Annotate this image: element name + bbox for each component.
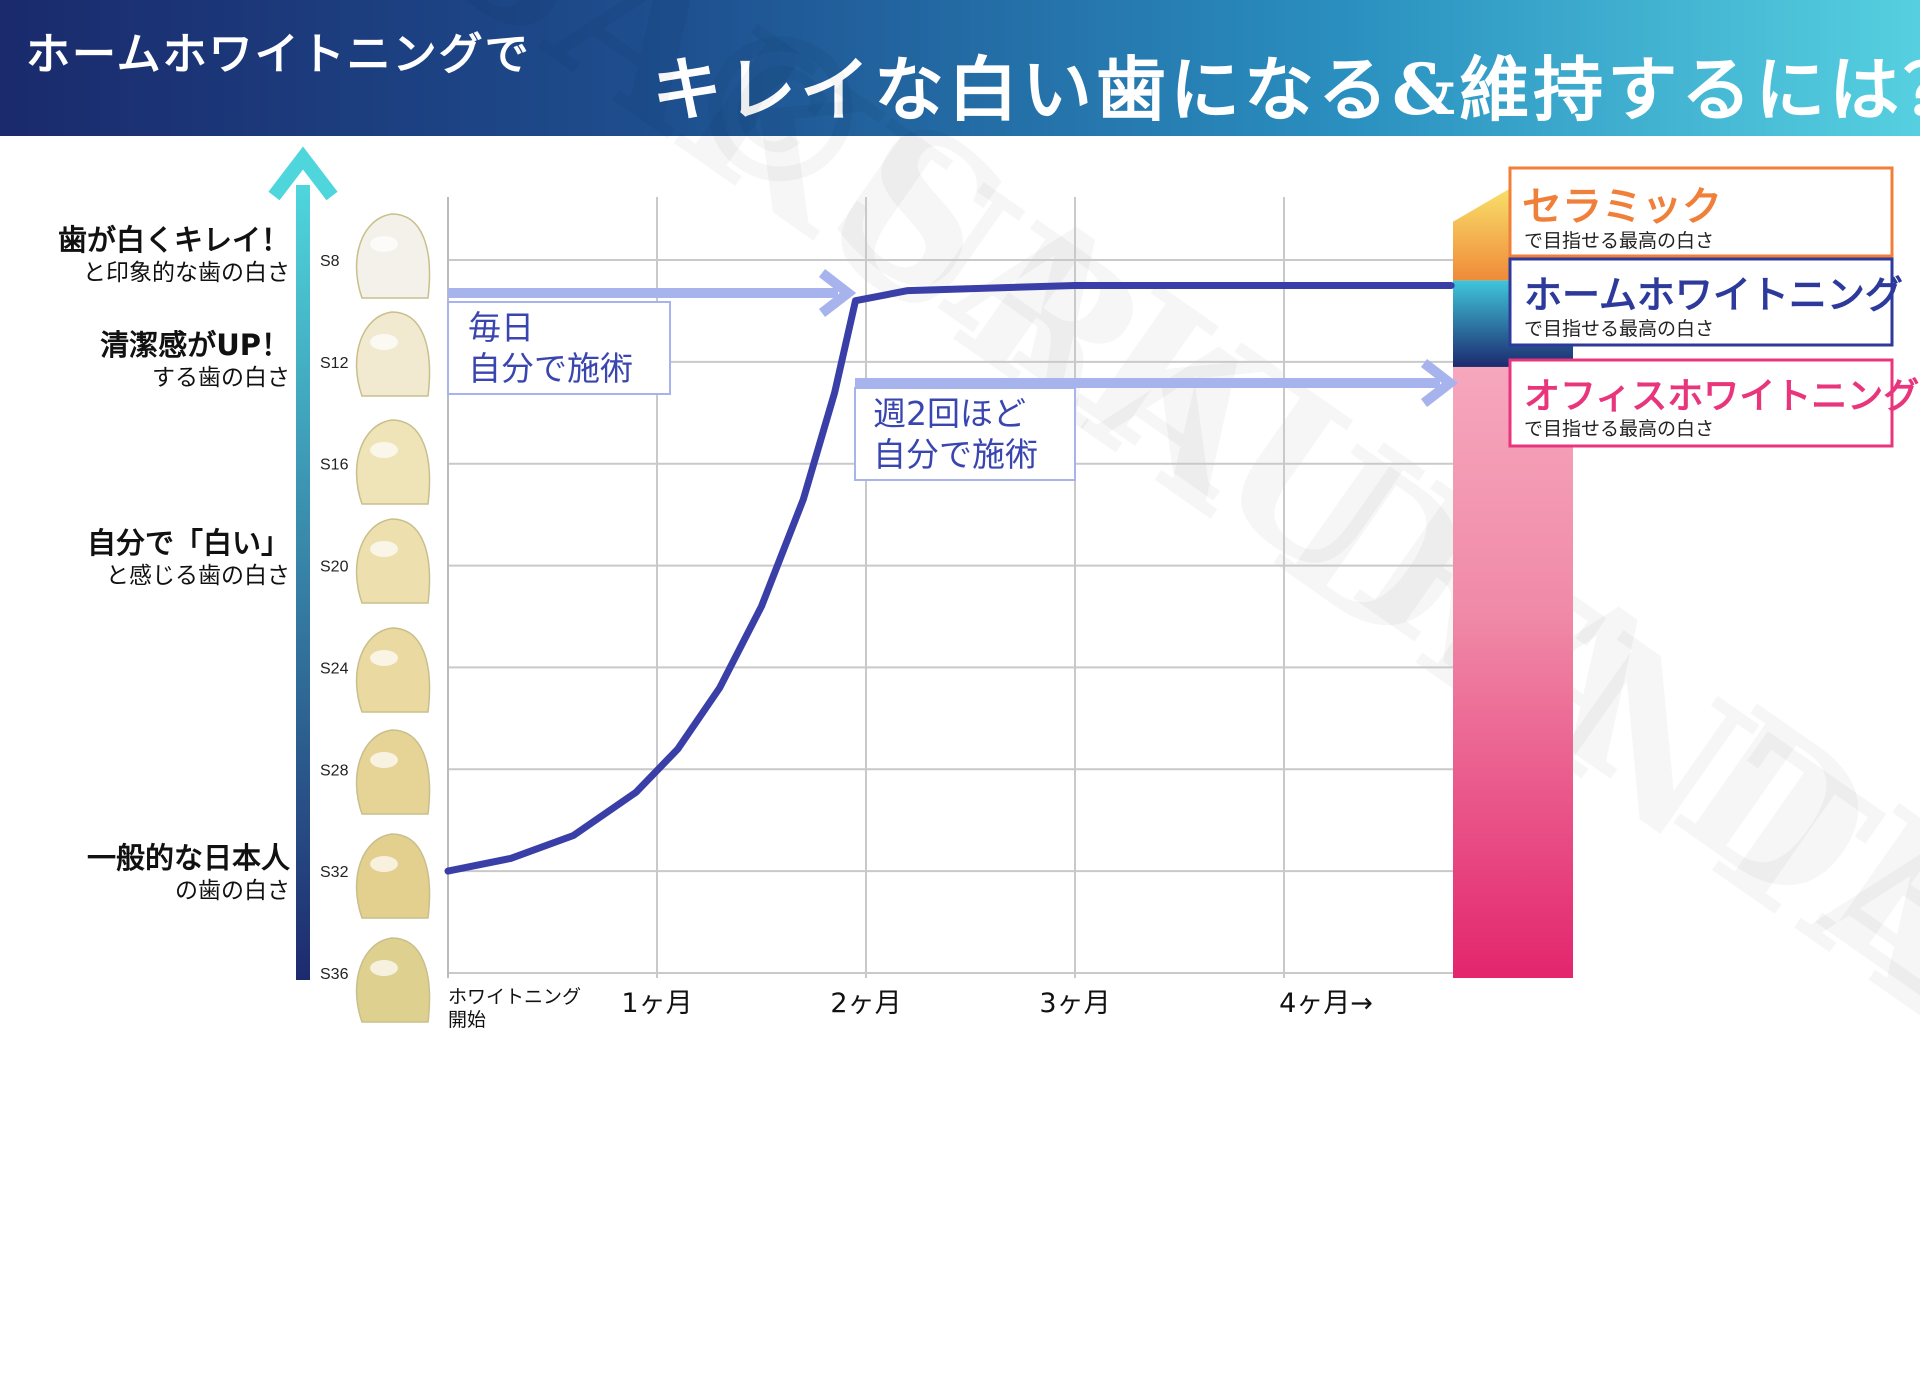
- legend-home-sub: で目指せる最高の白さ: [1524, 318, 1714, 340]
- tooth-highlight-s36: [370, 960, 398, 976]
- shade-tick-s28: S28: [320, 762, 349, 779]
- tooth-s36: [357, 938, 430, 1022]
- tooth-highlight-s16: [370, 442, 398, 458]
- left-label-main-1: 清潔感がUP！: [100, 328, 290, 362]
- shade-tick-s36: S36: [320, 966, 349, 983]
- left-label-main-3: 一般的な日本人: [87, 841, 290, 875]
- shade-tick-s12: S12: [320, 355, 349, 372]
- whitening-chart: S8 S12 S16 S20 S24 S28 S32 S36 歯が白くキレイ！ と印象的な歯の白…: [0, 0, 1920, 1080]
- legend-home-title: ホームホワイトニング: [1524, 273, 1903, 317]
- tooth-highlight-s12: [370, 334, 398, 350]
- tooth-shade-layer: S8 S12 S16 S20 S24 S28 S32 S36: [320, 214, 430, 1022]
- shade-tick-s16: S16: [320, 457, 349, 474]
- left-label-main-2: 自分で「白い」: [87, 526, 290, 560]
- office-shade-bar: [1453, 367, 1573, 978]
- left-label-sub-1: する歯の白さ: [152, 365, 290, 391]
- left-label-sub-2: と感じる歯の白さ: [106, 563, 290, 589]
- x-label-start-line2: 開始: [448, 1009, 486, 1031]
- shade-tick-s20: S20: [320, 559, 349, 576]
- tooth-highlight-s32: [370, 856, 398, 872]
- left-label-sub-0: と印象的な歯の白さ: [83, 260, 290, 286]
- x-tick-1: 1ヶ月: [621, 988, 692, 1019]
- tooth-s20: [357, 519, 430, 603]
- tooth-highlight-s28: [370, 752, 398, 768]
- tooth-s28: [357, 730, 430, 814]
- left-label-sub-3: の歯の白さ: [175, 878, 290, 904]
- legend-ceramic-title: セラミック: [1522, 184, 1722, 230]
- tooth-highlight-s24: [370, 650, 398, 666]
- left-label-main-0: 歯が白くキレイ！: [58, 223, 290, 257]
- x-tick-2: 2ヶ月: [830, 988, 901, 1019]
- tooth-s24: [357, 628, 430, 712]
- legend-office-sub: で目指せる最高の白さ: [1524, 418, 1714, 440]
- tooth-s32: [357, 834, 430, 918]
- x-tick-4: 4ヶ月→: [1279, 988, 1373, 1019]
- tooth-highlight-s8: [370, 236, 398, 252]
- tooth-s16: [357, 420, 430, 504]
- shade-tick-s32: S32: [320, 864, 349, 881]
- legend-office-title: オフィスホワイトニング: [1524, 376, 1919, 417]
- tooth-s12: [357, 312, 430, 396]
- weekly-note-line1: 週2回ほど: [873, 394, 1026, 433]
- weekly-note-line2: 自分で施術: [873, 435, 1038, 474]
- x-tick-3: 3ヶ月: [1039, 988, 1110, 1019]
- legend-ceramic-sub: で目指せる最高の白さ: [1524, 230, 1714, 252]
- shade-tick-s24: S24: [320, 660, 349, 677]
- daily-note-line2: 自分で施術: [468, 349, 633, 388]
- y-axis-bar: [296, 185, 310, 980]
- shade-tick-s8: S8: [320, 253, 340, 270]
- tooth-s8: [357, 214, 430, 298]
- x-label-start-line1: ホワイトニング: [448, 986, 581, 1008]
- daily-note-line1: 毎日: [468, 308, 534, 347]
- tooth-highlight-s20: [370, 541, 398, 557]
